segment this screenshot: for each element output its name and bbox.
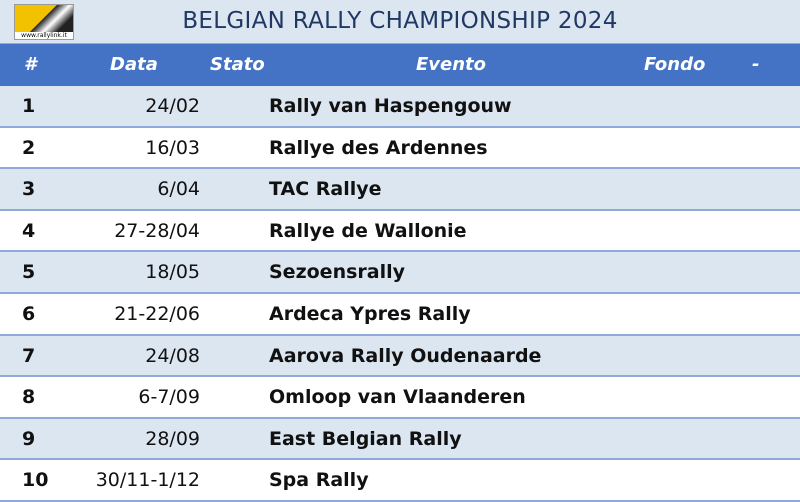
round-number: 4 — [22, 219, 36, 242]
column-header: - — [752, 54, 760, 75]
round-number: 3 — [22, 178, 36, 201]
round-number: 5 — [22, 261, 36, 284]
event-date: 6/04 — [157, 178, 200, 201]
table-row: 5 18/05 Sezoensrally — [0, 252, 800, 294]
event-name: Rallye de Wallonie — [269, 219, 467, 242]
table-row: 4 27-28/04 Rallye de Wallonie — [0, 211, 800, 253]
round-number: 8 — [22, 386, 36, 409]
event-date: 27-28/04 — [114, 219, 200, 242]
table-row: 8 6-7/09 Omloop van Vlaanderen — [0, 377, 800, 419]
event-name: Sezoensrally — [269, 261, 406, 284]
event-name: Aarova Rally Oudenaarde — [269, 344, 542, 367]
event-name: Spa Rally — [269, 469, 369, 492]
round-number: 10 — [22, 469, 49, 492]
column-header: Fondo — [644, 54, 706, 75]
round-number: 9 — [22, 427, 36, 450]
column-header: Stato — [210, 54, 265, 75]
event-date: 28/09 — [145, 427, 200, 450]
table-row: 1 24/02 Rally van Haspengouw — [0, 86, 800, 128]
event-date: 24/02 — [145, 95, 200, 117]
round-number: 1 — [22, 95, 36, 117]
event-name: East Belgian Rally — [269, 427, 462, 450]
table-row: 6 21-22/06 Ardeca Ypres Rally — [0, 294, 800, 336]
logo: www.rallylink.it — [14, 4, 74, 40]
event-name: Ardeca Ypres Rally — [269, 303, 471, 325]
round-number: 6 — [22, 303, 36, 325]
event-date: 16/03 — [145, 136, 200, 159]
column-header: Data — [110, 54, 158, 75]
round-number: 2 — [22, 136, 36, 159]
event-date: 24/08 — [145, 344, 200, 367]
logo-text: www.rallylink.it — [15, 32, 73, 39]
table-row: 3 6/04 TAC Rallye — [0, 169, 800, 211]
event-date: 6-7/09 — [138, 386, 200, 409]
round-number: 7 — [22, 344, 36, 367]
event-name: Omloop van Vlaanderen — [269, 386, 526, 409]
event-date: 18/05 — [145, 261, 200, 284]
event-name: TAC Rallye — [269, 178, 382, 201]
table-row: 10 30/11-1/12 Spa Rally — [0, 460, 800, 502]
table-row: 7 24/08 Aarova Rally Oudenaarde — [0, 335, 800, 378]
event-date: 21-22/06 — [114, 303, 200, 325]
header-row: # Data Stato Evento Fondo - — [0, 44, 800, 86]
event-name: Rally van Haspengouw — [269, 95, 512, 117]
event-name: Rallye des Ardennes — [269, 136, 488, 159]
table-row: 2 16/03 Rallye des Ardennes — [0, 128, 800, 170]
title-bar: www.rallylink.it BELGIAN RALLY CHAMPIONS… — [0, 0, 800, 44]
column-header: Evento — [416, 54, 487, 75]
title: BELGIAN RALLY CHAMPIONSHIP 2024 — [182, 8, 618, 34]
table-row: 9 28/09 East Belgian Rally — [0, 418, 800, 461]
event-date: 30/11-1/12 — [95, 469, 200, 492]
column-header: # — [24, 54, 37, 75]
